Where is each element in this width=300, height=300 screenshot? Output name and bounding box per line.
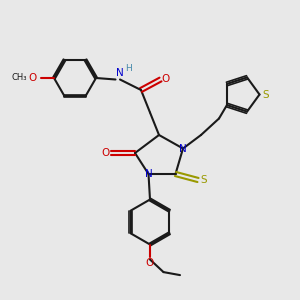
Text: S: S <box>200 175 207 185</box>
Text: S: S <box>263 89 269 100</box>
Text: O: O <box>162 74 170 85</box>
Text: N: N <box>179 143 187 154</box>
Text: H: H <box>125 64 132 73</box>
Text: O: O <box>146 258 154 268</box>
Text: CH₃: CH₃ <box>11 74 27 82</box>
Text: O: O <box>101 148 110 158</box>
Text: N: N <box>145 169 152 179</box>
Text: N: N <box>116 68 124 79</box>
Text: O: O <box>28 73 36 83</box>
